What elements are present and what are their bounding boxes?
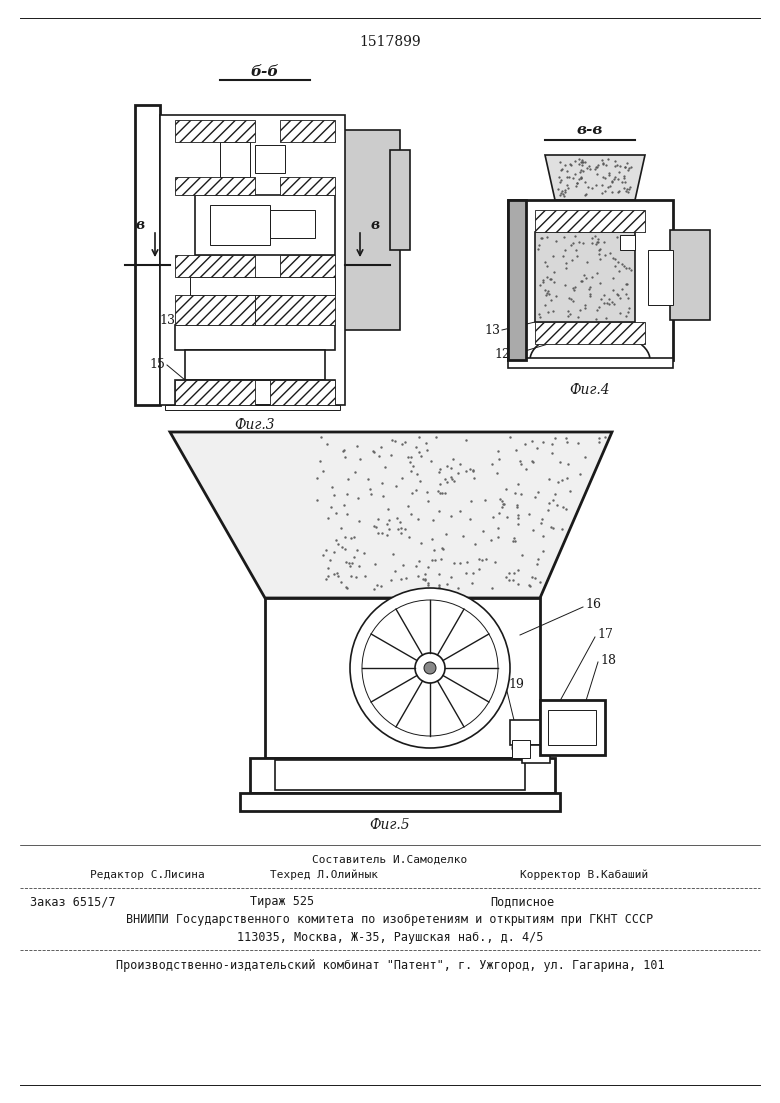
Bar [195, 195, 335, 255]
Bar [185, 350, 325, 381]
Text: 15: 15 [149, 358, 165, 372]
Bar [508, 200, 673, 360]
Text: Техред Л.Олийнык: Техред Л.Олийнык [270, 870, 378, 880]
Text: Редактор С.Лисина: Редактор С.Лисина [90, 870, 204, 880]
Bar [265, 598, 540, 758]
Text: ВНИИПИ Государственного комитета по изобретениям и открытиям при ГКНТ СССР: ВНИИПИ Государственного комитета по изоб… [126, 913, 654, 927]
Text: в: в [136, 218, 144, 232]
Text: Фиг.5: Фиг.5 [370, 818, 410, 832]
Bar [280, 120, 335, 142]
Bar [510, 720, 555, 745]
Text: 17: 17 [597, 629, 613, 642]
Bar [240, 793, 560, 811]
Bar [190, 277, 335, 295]
Bar [535, 210, 645, 232]
Text: 18: 18 [600, 653, 616, 666]
Bar [135, 105, 160, 405]
Text: Корректор В.Кабаший: Корректор В.Кабаший [520, 870, 648, 880]
Bar [340, 130, 400, 330]
Circle shape [512, 742, 524, 754]
Bar [175, 255, 255, 277]
Bar [620, 235, 635, 250]
Polygon shape [170, 432, 612, 598]
Circle shape [424, 662, 436, 674]
Text: Подписное: Подписное [490, 896, 554, 909]
Bar [160, 115, 345, 405]
Text: б-б: б-б [251, 65, 279, 79]
Text: Заказ 6515/7: Заказ 6515/7 [30, 896, 115, 909]
Bar [255, 144, 285, 173]
Text: 13: 13 [484, 323, 500, 336]
Bar [540, 700, 605, 754]
Text: 113035, Москва, Ж-35, Раушская наб., д. 4/5: 113035, Москва, Ж-35, Раушская наб., д. … [237, 931, 543, 943]
Bar [250, 758, 555, 793]
Bar [648, 250, 673, 306]
Bar [210, 205, 270, 245]
Bar [175, 176, 255, 195]
Bar [280, 176, 335, 195]
Bar [175, 295, 255, 325]
Bar [270, 210, 315, 238]
Bar [175, 381, 255, 405]
Bar [508, 200, 526, 360]
Text: 16: 16 [585, 599, 601, 611]
Bar [535, 322, 645, 344]
Bar [275, 760, 525, 790]
Text: 13: 13 [159, 313, 175, 326]
Text: в-в: в-в [577, 124, 603, 137]
Bar [175, 381, 335, 405]
Text: в: в [370, 218, 380, 232]
Bar [220, 142, 250, 176]
Bar [175, 325, 335, 350]
Text: 12: 12 [494, 349, 510, 362]
Bar [670, 231, 710, 320]
Bar [548, 710, 596, 745]
Bar [390, 150, 410, 250]
Circle shape [415, 653, 445, 683]
Text: Тираж 525: Тираж 525 [250, 896, 314, 909]
Bar [535, 232, 635, 322]
Polygon shape [545, 156, 645, 200]
Text: Фиг.3: Фиг.3 [235, 418, 275, 432]
Bar [175, 120, 255, 142]
Circle shape [350, 588, 510, 748]
Text: Производственно-издательский комбинат "Патент", г. Ужгород, ул. Гагарина, 101: Производственно-издательский комбинат "П… [115, 959, 665, 972]
Text: 19: 19 [508, 678, 524, 692]
Text: Составитель И.Самоделко: Составитель И.Самоделко [312, 855, 468, 865]
Text: Фиг.4: Фиг.4 [569, 383, 610, 397]
Bar [270, 381, 335, 405]
Circle shape [362, 600, 498, 736]
Bar [508, 358, 673, 368]
Bar [255, 295, 335, 325]
Bar [165, 405, 340, 410]
Bar [512, 740, 530, 758]
Bar [280, 255, 335, 277]
Text: 1517899: 1517899 [359, 35, 421, 49]
Bar [522, 745, 550, 763]
